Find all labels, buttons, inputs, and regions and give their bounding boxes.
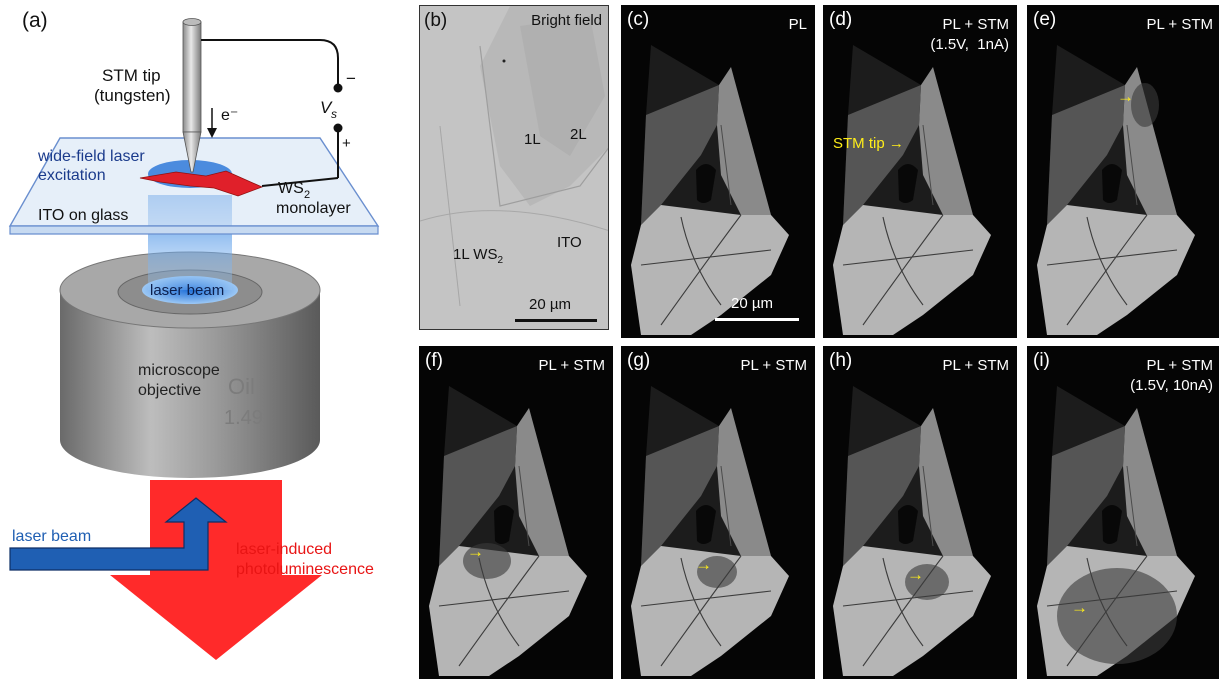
label-1l: 1L xyxy=(524,131,541,148)
panel-a-label: (a) xyxy=(22,9,48,32)
voltage-label: V xyxy=(320,98,333,117)
panel-b-scale-text: 20 µm xyxy=(529,296,571,313)
stm-tip-arrow: → xyxy=(907,565,924,584)
laser-beam-top-label: laser beam xyxy=(150,282,224,299)
circuit-wire-top xyxy=(201,39,339,84)
pl-image xyxy=(621,5,815,338)
monolayer-label: monolayer xyxy=(276,200,351,217)
terminal-minus xyxy=(333,83,343,93)
panel-f: (f) PL + STM → xyxy=(419,346,613,679)
panel-label: (h) xyxy=(829,350,853,371)
excitation-label-1: wide-field laser xyxy=(37,148,145,165)
voltage-sub-label: s xyxy=(331,107,337,121)
panel-subtitle: (1.5V, 10nA) xyxy=(1130,377,1213,394)
label-2l: 2L xyxy=(570,126,587,143)
bright-field-image xyxy=(420,6,608,329)
panel-i: (i) PL + STM (1.5V, 10nA) → xyxy=(1027,346,1219,679)
ws2-sub-label: 2 xyxy=(304,189,310,201)
laser-beam-side-label: laser beam xyxy=(12,528,91,545)
stm-tip-shaft xyxy=(182,21,202,133)
panel-title: PL xyxy=(788,16,807,33)
panel-title: PL + STM xyxy=(1146,16,1213,33)
panel-c: (c) PL 20 µm xyxy=(621,5,815,338)
setup-diagram: (a) STM tip (tungsten) e⁻ − V s + wide-f… xyxy=(0,0,410,679)
stm-tip-arrow: → xyxy=(467,542,484,561)
pl-arrow xyxy=(110,480,322,660)
laser-in-arrow xyxy=(9,497,228,571)
panel-label: (e) xyxy=(1033,9,1057,30)
stm-tip-label: STM tip xyxy=(102,66,161,85)
objective-label-2: objective xyxy=(138,382,201,399)
pl-image xyxy=(1027,346,1219,679)
pl-label-2: photoluminescence xyxy=(236,561,374,578)
panel-subtitle: (1.5V, 1nA) xyxy=(930,36,1009,53)
scale-bar xyxy=(715,318,799,321)
setup-diagram-svg: (a) STM tip (tungsten) e⁻ − V s + wide-f… xyxy=(8,9,380,660)
panel-b-label: (b) xyxy=(424,10,448,31)
panel-label: (f) xyxy=(425,350,443,371)
panel-title: PL + STM xyxy=(1146,357,1213,374)
panel-b-bright-field: (b) Bright field 1L 2L 1L WS2 ITO 20 µm xyxy=(419,5,609,330)
panel-title: PL + STM xyxy=(942,357,1009,374)
panel-label: (d) xyxy=(829,9,853,30)
plus-label: + xyxy=(342,135,351,152)
panel-label: (g) xyxy=(627,350,651,371)
pl-label-1: laser-induced xyxy=(236,541,332,558)
oil-label: Oil xyxy=(228,374,255,399)
panel-title: PL + STM xyxy=(538,357,605,374)
ws2-label: WS xyxy=(278,180,304,197)
stm-tip-apex xyxy=(182,131,202,173)
panel-label: (c) xyxy=(627,9,650,30)
panel-h: (h) PL + STM → xyxy=(823,346,1017,679)
objective-body xyxy=(60,290,320,478)
objective-label-1: microscope xyxy=(138,362,220,379)
panel-title: PL + STM xyxy=(740,357,807,374)
pl-image xyxy=(419,346,613,679)
ito-label: ITO on glass xyxy=(38,207,128,224)
scale-text: 20 µm xyxy=(731,295,773,312)
stm-tip-annotation: STM tip → xyxy=(833,135,904,152)
panel-label: (i) xyxy=(1033,350,1050,371)
ito-glass-edge xyxy=(9,225,379,235)
electron-label: e⁻ xyxy=(221,107,238,124)
ws2-flake xyxy=(139,170,264,197)
stm-tip-material-label: (tungsten) xyxy=(94,86,171,105)
panel-b-scale-bar xyxy=(515,319,597,322)
panel-g: (g) PL + STM → xyxy=(621,346,815,679)
na-label: 1.49 xyxy=(224,407,263,429)
pl-image xyxy=(621,346,815,679)
panel-title: PL + STM xyxy=(942,16,1009,33)
panel-d: (d) PL + STM (1.5V, 1nA) STM tip → xyxy=(823,5,1017,338)
label-1l-ws2: 1L WS2 xyxy=(453,246,504,266)
panel-b-title: Bright field xyxy=(531,12,602,29)
stm-tip-arrow: → xyxy=(1117,87,1134,106)
terminal-plus xyxy=(333,123,343,133)
label-ito: ITO xyxy=(557,234,582,251)
pl-image xyxy=(823,346,1017,679)
stm-tip-arrow: → xyxy=(695,555,712,574)
stm-tip-arrow: → xyxy=(1071,598,1088,617)
minus-label: − xyxy=(346,69,356,88)
pl-image xyxy=(823,5,1017,338)
excitation-label-2: excitation xyxy=(38,167,106,184)
panel-e: (e) PL + STM → xyxy=(1027,5,1219,338)
pl-image xyxy=(1027,5,1219,338)
